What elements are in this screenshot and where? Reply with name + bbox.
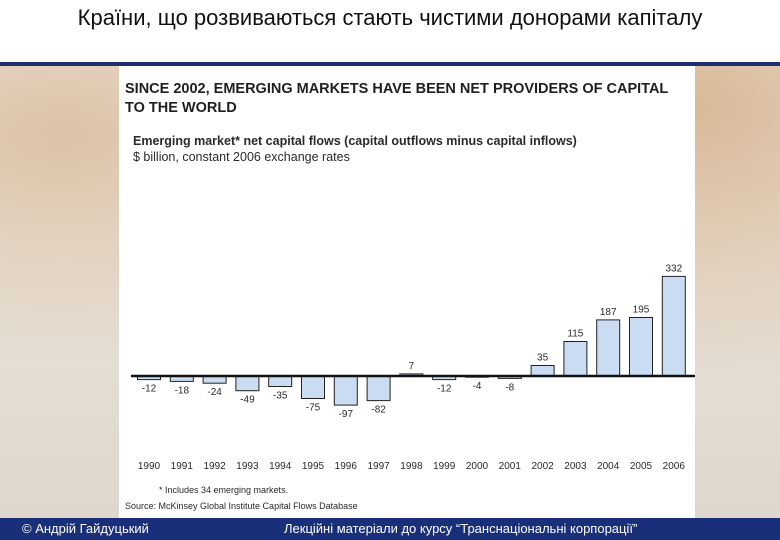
bar-1993 bbox=[235, 375, 260, 392]
data-label-2004: 187 bbox=[600, 307, 617, 318]
chart-source: Source: McKinsey Global Institute Capita… bbox=[125, 501, 358, 511]
data-label-1996: -97 bbox=[339, 409, 354, 420]
x-tick-2003: 2003 bbox=[564, 461, 587, 472]
chart-footnote: * Includes 34 emerging markets. bbox=[159, 485, 288, 495]
title-band: Країни, що розвиваються стають чистими д… bbox=[0, 0, 780, 62]
x-tick-2004: 2004 bbox=[597, 461, 620, 472]
chart-headline-line-1: SINCE 2002, EMERGING MARKETS HAVE BEEN N… bbox=[125, 81, 668, 97]
data-label-1995: -75 bbox=[306, 403, 321, 414]
x-tick-2006: 2006 bbox=[663, 461, 686, 472]
chart-headline-line-2: TO THE WORLD bbox=[125, 100, 237, 116]
bar-2005 bbox=[629, 317, 653, 377]
chart-title: Emerging market* net capital flows (capi… bbox=[133, 134, 577, 148]
bar-2006 bbox=[661, 275, 686, 377]
bar-1995 bbox=[301, 375, 325, 399]
data-label-2002: 35 bbox=[537, 353, 549, 364]
footer-course: Лекційні матеріали до курсу “Транснаціон… bbox=[284, 521, 638, 536]
data-label-2000: -4 bbox=[473, 381, 482, 392]
data-label-2005: 195 bbox=[633, 305, 650, 316]
x-tick-1997: 1997 bbox=[367, 461, 390, 472]
bar-1997 bbox=[366, 375, 391, 402]
data-label-1990: -12 bbox=[142, 384, 157, 395]
x-tick-1996: 1996 bbox=[335, 461, 358, 472]
data-label-1998: 7 bbox=[409, 361, 415, 372]
footer-band: © Андрій Гайдуцький Лекційні матеріали д… bbox=[0, 518, 780, 540]
x-tick-1995: 1995 bbox=[302, 461, 325, 472]
x-tick-1994: 1994 bbox=[269, 461, 292, 472]
bar-1994 bbox=[268, 375, 293, 387]
x-tick-1993: 1993 bbox=[236, 461, 259, 472]
bar-2004 bbox=[596, 319, 621, 377]
chart-panel: SINCE 2002, EMERGING MARKETS HAVE BEEN N… bbox=[119, 66, 695, 518]
footer-author: © Андрій Гайдуцький bbox=[22, 521, 149, 536]
data-label-1997: -82 bbox=[371, 405, 386, 416]
x-tick-1990: 1990 bbox=[138, 461, 161, 472]
x-tick-1998: 1998 bbox=[400, 461, 423, 472]
x-tick-2001: 2001 bbox=[499, 461, 522, 472]
x-tick-2005: 2005 bbox=[630, 461, 653, 472]
x-tick-2000: 2000 bbox=[466, 461, 489, 472]
data-label-1992: -24 bbox=[207, 387, 222, 398]
x-tick-2002: 2002 bbox=[531, 461, 554, 472]
data-label-2001: -8 bbox=[505, 382, 514, 393]
data-label-1999: -12 bbox=[437, 384, 452, 395]
bar-2002 bbox=[530, 365, 555, 377]
data-label-1993: -49 bbox=[240, 395, 255, 406]
x-tick-1999: 1999 bbox=[433, 461, 456, 472]
x-tick-1992: 1992 bbox=[203, 461, 226, 472]
slide-title: Країни, що розвиваються стають чистими д… bbox=[77, 5, 703, 30]
chart-subtitle: $ billion, constant 2006 exchange rates bbox=[133, 150, 350, 164]
data-label-2003: 115 bbox=[567, 329, 583, 340]
data-label-2006: 332 bbox=[665, 263, 682, 274]
x-tick-1991: 1991 bbox=[171, 461, 194, 472]
bar-2003 bbox=[563, 341, 588, 377]
data-label-1991: -18 bbox=[175, 385, 190, 396]
bars-layer: -12 1990 -18 1991 -24 1992 -49 1993 -35 1994 -75 19… bbox=[137, 263, 686, 472]
bar-chart: SINCE 2002, EMERGING MARKETS HAVE BEEN N… bbox=[125, 81, 695, 511]
title-rule bbox=[0, 62, 780, 66]
bar-1996 bbox=[333, 375, 358, 406]
data-label-1994: -35 bbox=[273, 391, 288, 402]
